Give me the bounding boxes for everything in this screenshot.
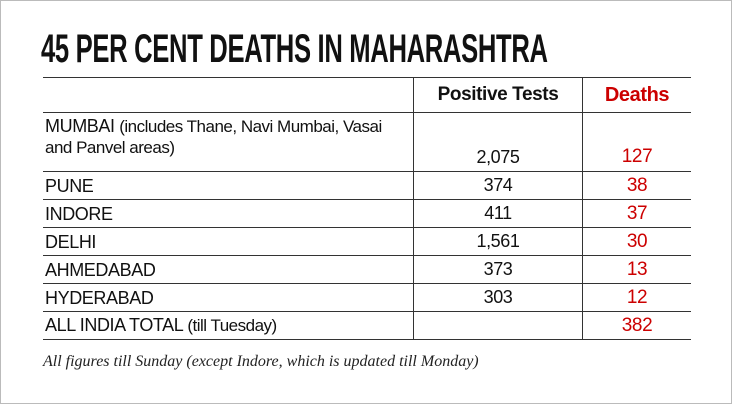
table: Positive Tests Deaths MUMBAI (includes T… (43, 77, 691, 340)
positive-tests: 373 (413, 255, 583, 284)
row: AHMEDABAD 373 13 (43, 255, 691, 284)
table-body: MUMBAI (includes Thane, Navi Mumbai, Vas… (43, 112, 691, 340)
name-cell: AHMEDABAD (43, 255, 414, 284)
positive-tests: 303 (413, 283, 583, 312)
deaths: 127 (582, 112, 691, 172)
row: INDORE 411 37 (43, 199, 691, 228)
name-cell: PUNE (43, 171, 414, 200)
name-cell: MUMBAI (includes Thane, Navi Mumbai, Vas… (43, 112, 414, 172)
name-cell: INDORE (43, 199, 414, 228)
row-name: INDORE (45, 203, 113, 224)
deaths: 38 (582, 171, 691, 200)
deaths: 12 (582, 283, 691, 312)
deaths: 37 (582, 199, 691, 228)
row-name: AHMEDABAD (45, 259, 156, 280)
header-row: Positive Tests Deaths (43, 77, 691, 113)
deaths: 382 (582, 311, 691, 340)
positive-tests (413, 311, 583, 340)
row: DELHI 1,561 30 (43, 227, 691, 256)
row-note: (till Tuesday) (187, 316, 277, 335)
positive-tests: 411 (413, 199, 583, 228)
row: HYDERABAD 303 12 (43, 283, 691, 312)
row-note: (includes Thane, Navi Mumbai, Vasai and … (45, 117, 382, 157)
row: ALL INDIA TOTAL (till Tuesday) 382 (43, 311, 691, 340)
row: PUNE 374 38 (43, 171, 691, 200)
title: 45 PER CENT DEATHS IN MAHARASHTRA (41, 27, 548, 71)
name-cell: DELHI (43, 227, 414, 256)
name-cell: ALL INDIA TOTAL (till Tuesday) (43, 311, 414, 340)
header-cell: Deaths (582, 77, 691, 113)
positive-tests: 374 (413, 171, 583, 200)
row-name: PUNE (45, 175, 94, 196)
positive-tests: 1,561 (413, 227, 583, 256)
header-cell (43, 77, 414, 113)
footnote: All figures till Sunday (except Indore, … (43, 353, 479, 370)
deaths: 13 (582, 255, 691, 284)
row-name: DELHI (45, 231, 97, 252)
row: MUMBAI (includes Thane, Navi Mumbai, Vas… (43, 112, 691, 172)
header-cell: Positive Tests (413, 77, 583, 113)
positive-tests: 2,075 (413, 112, 583, 172)
name-cell: HYDERABAD (43, 283, 414, 312)
row-name: HYDERABAD (45, 287, 154, 308)
deaths: 30 (582, 227, 691, 256)
row-name: ALL INDIA TOTAL (45, 315, 183, 335)
row-name: MUMBAI (45, 116, 115, 136)
